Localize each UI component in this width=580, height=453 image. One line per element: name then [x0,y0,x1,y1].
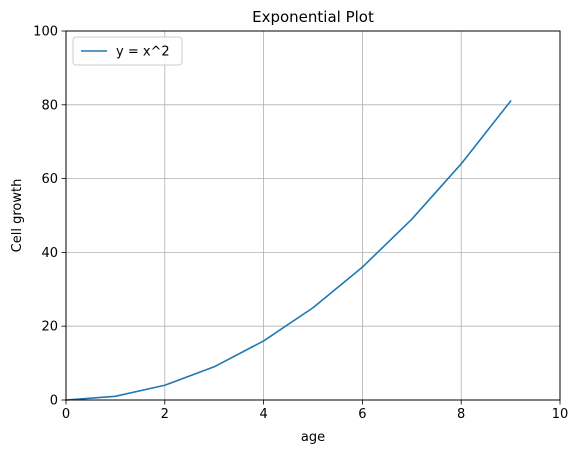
y-tick-label: 60 [41,172,58,187]
x-tick-label: 6 [358,407,366,422]
y-tick-label: 20 [41,320,58,335]
legend-box [72,36,183,66]
x-tick-label: 4 [259,407,267,422]
data-point [164,384,166,386]
data-point [460,163,462,165]
chart-title: Exponential Plot [252,8,374,26]
x-tick-label: 10 [552,407,569,422]
x-axis-label: age [301,430,325,445]
y-axis-label: Cell growth [10,179,25,253]
series-line [65,99,512,401]
data-point [510,100,512,102]
data-point [411,218,413,220]
data-point [213,366,215,368]
x-tick-label: 8 [457,407,465,422]
data-point [362,266,364,268]
x-tick-label: 2 [161,407,169,422]
data-point [263,340,265,342]
data-point [312,307,314,309]
y-tick-label: 40 [41,246,58,261]
y-tick-label: 0 [50,394,58,409]
y-tick-label: 80 [41,98,58,113]
y-tick-label: 100 [33,25,58,40]
x-tick-label: 0 [62,407,70,422]
legend: y = x^2 [72,36,183,66]
legend-label: y = x^2 [116,45,170,60]
data-point [115,396,117,398]
series-layer [65,99,512,401]
plot-frame [65,30,561,401]
grid-lines [65,30,561,401]
